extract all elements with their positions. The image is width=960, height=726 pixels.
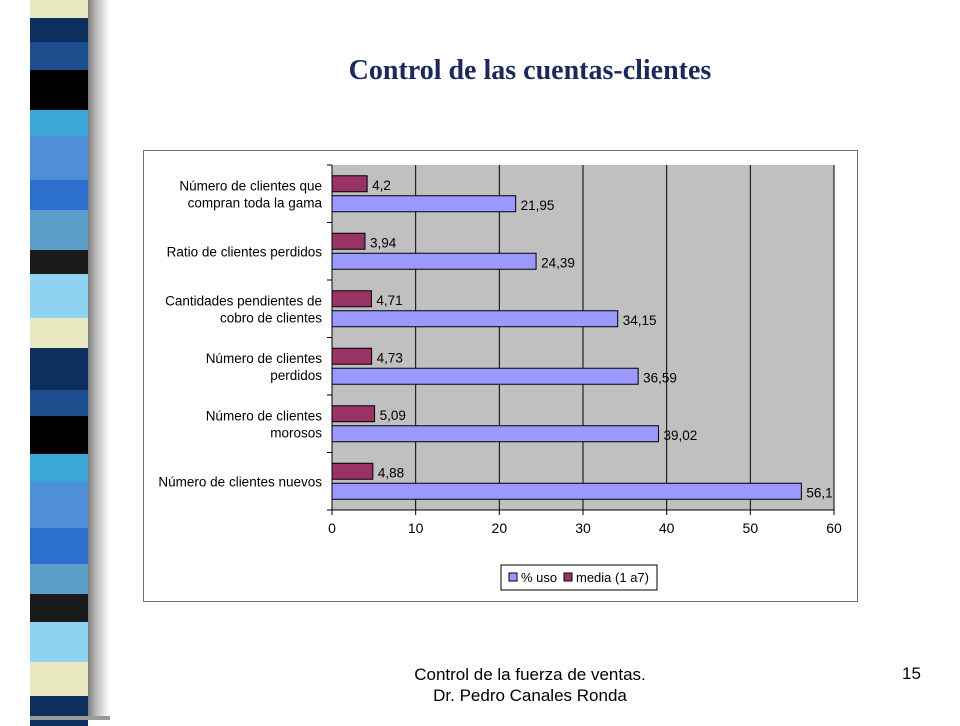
data-label: 4,71	[376, 293, 402, 308]
legend-entry: media (1 a7)	[576, 570, 649, 585]
stripe-block	[30, 110, 88, 136]
category-label: Número de clientes nuevos	[158, 474, 322, 489]
x-tick-label: 0	[328, 520, 336, 536]
data-label: 39,02	[663, 428, 697, 443]
chart-area: 0 10 20 30 40 50 60 Número de clientes que compr…	[143, 150, 858, 602]
stripe-block	[30, 18, 88, 42]
data-label: 34,15	[623, 313, 657, 328]
footer: Control de la fuerza de ventas. Dr. Pedr…	[300, 664, 760, 706]
x-tick-label: 60	[826, 520, 842, 536]
x-tick-label: 10	[408, 520, 424, 536]
stripe-block	[30, 70, 88, 110]
footer-line-course: Control de la fuerza de ventas.	[414, 665, 646, 684]
legend-swatch	[563, 572, 573, 582]
stripe-block	[30, 42, 88, 70]
data-label: 5,09	[380, 408, 406, 423]
bar-uso	[331, 482, 802, 500]
data-label: 24,39	[541, 255, 575, 270]
stripe-block	[30, 136, 88, 180]
bar-uso	[331, 367, 639, 385]
stripe-block	[30, 274, 88, 318]
stripe-block	[30, 0, 88, 18]
category-label: morosos	[270, 425, 322, 440]
bar-uso	[331, 310, 619, 328]
bar-media	[331, 405, 376, 423]
stripe-block	[30, 416, 88, 454]
bar-uso	[331, 425, 659, 443]
data-label: 4,2	[372, 178, 391, 193]
data-label: 36,59	[643, 370, 677, 385]
stripe-block	[30, 482, 88, 528]
bar-uso	[331, 195, 517, 213]
category-label: Número de clientes	[206, 408, 323, 423]
page-number: 15	[902, 664, 921, 683]
x-tick-label: 30	[575, 520, 591, 536]
stripe-block	[30, 662, 88, 696]
category-label: Número de clientes	[206, 351, 323, 366]
x-tick-label: 20	[492, 520, 508, 536]
footer-line-author: Dr. Pedro Canales Ronda	[433, 686, 627, 705]
category-label: cobro de clientes	[220, 310, 322, 325]
bar-chart: 0 10 20 30 40 50 60 Número de clientes que compr…	[158, 164, 842, 591]
bar-media	[331, 232, 366, 250]
stripe-block	[30, 348, 88, 390]
category-label: Cantidades pendientes de	[165, 293, 322, 308]
bar-media	[331, 175, 368, 193]
bar-media	[331, 347, 373, 365]
stripe-shadow	[88, 0, 110, 720]
data-label: 4,88	[378, 465, 404, 480]
stripe-block	[30, 390, 88, 416]
stripe-block	[30, 250, 88, 274]
legend-box	[500, 564, 658, 591]
stripe-block	[30, 210, 88, 250]
bar-uso	[331, 252, 537, 270]
data-label: 3,94	[370, 235, 397, 250]
x-tick-label: 40	[659, 520, 675, 536]
data-label: 21,95	[521, 198, 555, 213]
stripe-block	[30, 622, 88, 662]
stripe-block	[30, 564, 88, 594]
category-label: compran toda la gama	[188, 195, 323, 210]
legend-entry: % uso	[521, 570, 557, 585]
data-label: 56,1	[806, 485, 832, 500]
stripe-block	[30, 180, 88, 210]
stripe-block	[30, 696, 88, 726]
stripe-block	[30, 318, 88, 348]
bar-media	[331, 290, 372, 308]
x-tick-label: 50	[743, 520, 759, 536]
data-label: 4,73	[377, 350, 403, 365]
stripe-bottom-edge	[30, 716, 110, 720]
legend-swatch	[508, 572, 518, 582]
stripe-block	[30, 528, 88, 564]
slide-title: Control de las cuentas-clientes	[348, 55, 712, 86]
category-label: Número de clientes que	[179, 178, 322, 193]
stripe-block	[30, 454, 88, 482]
category-label: perdidos	[270, 368, 322, 383]
decorative-stripe	[30, 0, 88, 726]
stripe-block	[30, 594, 88, 622]
category-label: Ratio de clientes perdidos	[167, 244, 323, 259]
bar-media	[331, 462, 374, 480]
